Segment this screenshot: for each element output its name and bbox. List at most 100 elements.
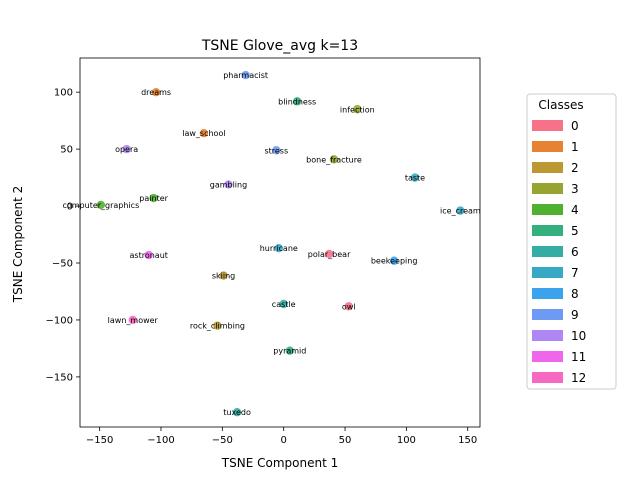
points-layer [96, 70, 465, 417]
y-tick-label: 100 [54, 88, 73, 99]
legend-label: 2 [571, 161, 579, 175]
scatter-point [149, 193, 158, 203]
y-tick-label: 0 [67, 202, 73, 213]
scatter-point [410, 173, 420, 182]
x-tick-label: −150 [86, 435, 113, 446]
legend-label: 8 [571, 287, 579, 301]
scatter-point [353, 105, 362, 114]
point-label: bone_fracture [306, 155, 362, 164]
y-tick-label: −100 [46, 315, 73, 326]
point-label: polar_bear [308, 250, 351, 259]
plot-frame [79, 57, 481, 428]
point-label: pharmacist [223, 71, 268, 80]
scatter-point [96, 200, 106, 210]
scatter-point [199, 128, 209, 138]
scatter-point [389, 256, 399, 265]
legend-label: 4 [571, 203, 579, 217]
y-tick-label: −50 [52, 259, 73, 270]
scatter-point [128, 315, 137, 325]
scatter-point [344, 302, 353, 311]
x-tick-label: 150 [458, 435, 477, 446]
legend-label: 1 [571, 140, 579, 154]
chart-title: TSNE Glove_avg k=13 [201, 38, 358, 54]
point-label: hurricane [260, 244, 298, 253]
scatter-point [224, 180, 233, 189]
point-label: infection [340, 105, 375, 114]
x-tick-label: −50 [212, 435, 233, 446]
scatter-point [232, 407, 242, 417]
point-label: castle [272, 300, 296, 309]
point-label: tuxedo [223, 408, 251, 417]
y-axis-label: TSNE Component 2 [11, 186, 25, 303]
point-label: owl [342, 302, 356, 311]
legend-label: 5 [571, 224, 579, 238]
point-label: opera [115, 145, 138, 154]
legend-swatch [532, 330, 563, 341]
legend-swatch [532, 246, 563, 257]
legend-label: 10 [571, 329, 586, 343]
legend-label: 12 [571, 371, 586, 385]
legend-swatch [532, 141, 563, 152]
legend-label: 3 [571, 182, 579, 196]
point-label: blindness [278, 97, 316, 106]
scatter-point [274, 243, 283, 253]
x-tick-label: 0 [280, 435, 286, 446]
scatter-point [292, 97, 302, 106]
y-tick-label: 50 [60, 145, 73, 156]
point-label: rock_climbing [190, 322, 245, 331]
scatter-point [151, 87, 161, 97]
scatter-point [122, 144, 131, 154]
legend-label: 11 [571, 350, 586, 364]
scatter-point [219, 271, 228, 280]
legend-swatch [532, 372, 563, 383]
ticks-layer: −150 −100 −50 0 50 100 150 −150 −100 −50 0 50 100 [46, 88, 478, 446]
point-label: taste [405, 174, 425, 183]
x-tick-label: −100 [147, 435, 174, 446]
legend-label: 7 [571, 266, 579, 280]
scatter-point [241, 70, 250, 80]
point-label: gambling [210, 180, 247, 189]
scatter-point [144, 250, 153, 260]
legend-swatch [532, 288, 563, 299]
point-label: ice_cream [440, 207, 481, 216]
legend-swatch [532, 162, 563, 173]
point-label: lawn_mower [108, 316, 159, 325]
point-label: skiing [212, 272, 235, 281]
point-label: astronaut [130, 251, 168, 260]
point-label: dreams [141, 88, 171, 97]
legend-label: 9 [571, 308, 579, 322]
scatter-point [213, 321, 222, 330]
scatter-point [279, 299, 288, 309]
legend-swatch [532, 225, 563, 236]
scatter-point [285, 346, 295, 355]
legend-swatch [532, 351, 563, 362]
legend-swatch [532, 309, 563, 320]
legend-swatch [532, 183, 563, 194]
legend-box [526, 93, 617, 390]
scatter-point [272, 146, 281, 155]
x-tick-label: 100 [397, 435, 416, 446]
point-label: computer_graphics [62, 201, 139, 210]
point-label: beekeeping [371, 257, 418, 266]
x-tick-label: 50 [339, 435, 352, 446]
y-tick-label: −150 [46, 372, 73, 383]
x-axis-label: TSNE Component 1 [221, 456, 338, 470]
labels-layer: pharmacist dreams blindness infection law_sc… [62, 71, 480, 417]
legend-swatch [532, 204, 563, 215]
scatter-point [324, 249, 334, 259]
point-label: law_school [182, 129, 225, 138]
legend-label: 0 [571, 119, 579, 133]
scatter-point [329, 155, 339, 164]
point-label: painter [139, 194, 168, 203]
legend-swatch [532, 120, 563, 131]
legend-title: Classes [538, 98, 583, 112]
point-label: pyramid [273, 347, 306, 356]
legend-label: 6 [571, 245, 579, 259]
legend-swatch [532, 267, 563, 278]
scatter-point [456, 206, 465, 215]
point-label: stress [264, 146, 288, 155]
